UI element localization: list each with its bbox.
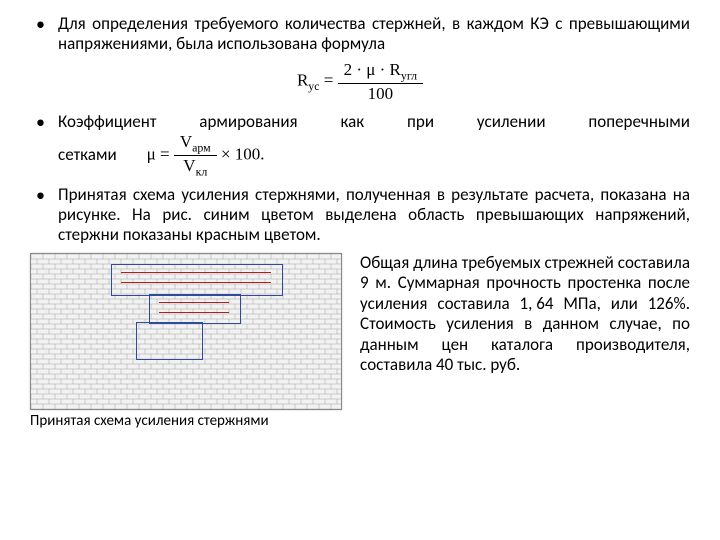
bullet-list: Для определения требуемого количества ст… (30, 14, 690, 54)
bullet-2-line2: сетками (58, 145, 117, 165)
bullet-3: Принятая схема усиления стержнями, получ… (30, 185, 690, 245)
formula-1-wrap: Rус = 2 · μ · Rугл 100 (30, 60, 690, 104)
bullet-2-line1: Коэффициент армирования как при усилении… (58, 112, 690, 132)
region-2 (136, 322, 203, 360)
figure-caption: Принятая схема усиления стержнями (30, 412, 342, 430)
rod-1 (121, 282, 271, 283)
formula-1: Rус = 2 · μ · Rугл 100 (297, 60, 423, 104)
result-column: Общая длина требуемых стрежней составила… (360, 253, 690, 430)
lower-row: Принятая схема усиления стержнями Общая … (30, 253, 690, 430)
f1-frac: 2 · μ · Rугл 100 (338, 60, 423, 104)
f1-lhs: R (297, 71, 308, 90)
formula-2: μ = Vарм Vкл × 100. (147, 132, 265, 179)
f2-num: Vарм (174, 132, 217, 156)
f1-den: 100 (338, 84, 423, 104)
rod-3 (159, 312, 229, 313)
region-0 (111, 264, 283, 296)
figure-column: Принятая схема усиления стержнями (30, 253, 342, 430)
slide-root: Для определения требуемого количества ст… (0, 0, 720, 430)
result-text: Общая длина требуемых стрежней составила… (360, 253, 690, 375)
f2-frac: Vарм Vкл (174, 132, 217, 179)
rod-2 (159, 302, 229, 303)
f1-lhs-sub: ус (308, 79, 319, 93)
region-1 (149, 294, 241, 324)
rod-0 (121, 272, 271, 273)
f1-num: 2 · μ · Rугл (338, 60, 423, 84)
bullet-1-text: Для определения требуемого количества ст… (58, 14, 690, 54)
brick-wall-figure (30, 253, 342, 410)
f2-lhs: μ (147, 144, 156, 163)
bullet-1: Для определения требуемого количества ст… (30, 14, 690, 54)
bullet-3-text: Принятая схема усиления стержнями, получ… (58, 185, 690, 245)
f2-tail: × 100. (217, 144, 265, 163)
bullet-2: Коэффициент армирования как при усилении… (30, 112, 690, 179)
f2-den: Vкл (174, 156, 217, 179)
bullet-list-2: Коэффициент армирования как при усилении… (30, 112, 690, 245)
